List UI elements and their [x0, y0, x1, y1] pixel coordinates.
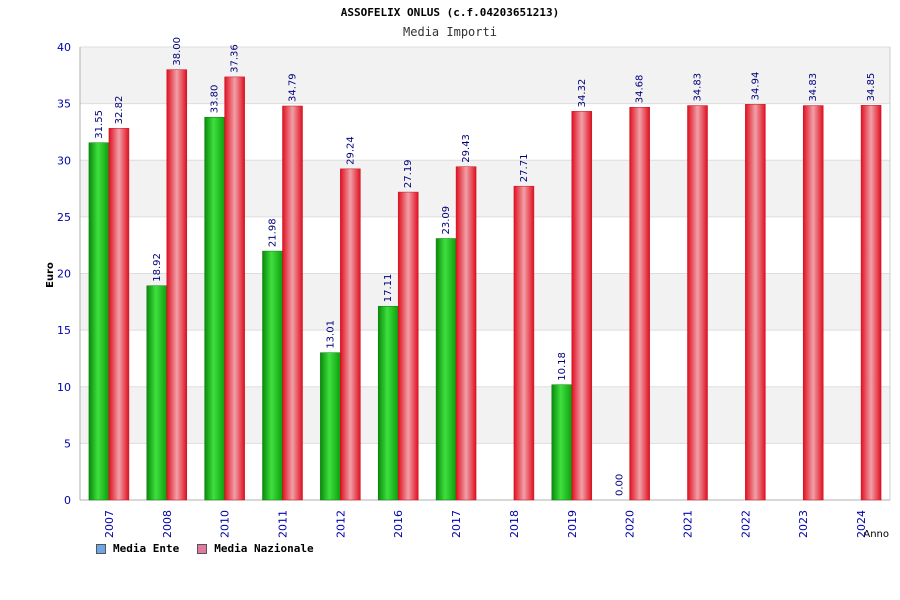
y-tick-label: 0 — [64, 494, 71, 507]
data-label: 32.82 — [114, 96, 125, 125]
x-tick-label: 2011 — [277, 510, 290, 538]
legend-item-ente: Media Ente — [96, 542, 179, 555]
bar-media-nazionale — [282, 105, 303, 501]
grid-band — [80, 386, 890, 444]
bar-media-nazionale — [745, 104, 766, 501]
bar-media-ente — [551, 384, 573, 501]
y-tick-label: 25 — [57, 211, 71, 224]
x-tick-label: 2007 — [103, 510, 116, 538]
data-label: 34.85 — [866, 73, 877, 102]
data-label: 0.00 — [615, 474, 626, 496]
chart-title: ASSOFELIX ONLUS (c.f.04203651213) — [340, 6, 560, 19]
bar-media-nazionale — [687, 105, 708, 501]
x-tick-label: 2012 — [334, 510, 347, 538]
bar-media-nazionale — [860, 105, 882, 501]
x-tick-label: 2017 — [450, 510, 463, 538]
data-label: 33.80 — [210, 85, 221, 114]
data-label: 13.01 — [325, 320, 336, 349]
bar-media-nazionale — [802, 105, 824, 501]
bar-media-ente — [320, 352, 341, 501]
data-label: 21.98 — [268, 218, 279, 247]
data-label: 31.55 — [94, 110, 105, 139]
grid-band — [80, 160, 890, 217]
data-label: 34.32 — [577, 79, 588, 108]
data-label: 10.18 — [557, 352, 568, 381]
x-tick-label: 2019 — [566, 510, 579, 538]
y-tick-label: 20 — [57, 268, 71, 281]
bar-media-nazionale — [397, 191, 419, 501]
bar-media-nazionale — [513, 185, 535, 501]
legend: Media Ente Media Nazionale — [96, 542, 332, 555]
data-label: 29.43 — [461, 134, 472, 163]
data-label: 29.24 — [345, 136, 356, 165]
data-label: 17.11 — [383, 274, 394, 303]
y-tick-label: 10 — [57, 381, 71, 394]
bar-media-nazionale — [455, 166, 477, 501]
y-tick-label: 5 — [64, 437, 71, 450]
bar-media-nazionale — [108, 128, 130, 501]
bar-media-ente — [88, 142, 110, 501]
data-label: 37.36 — [230, 44, 241, 73]
x-tick-label: 2022 — [739, 510, 752, 538]
x-tick-label: 2023 — [797, 510, 810, 538]
data-label: 34.79 — [288, 73, 299, 102]
data-label: 18.92 — [152, 253, 163, 282]
x-tick-label: 2010 — [219, 510, 232, 538]
y-tick-label: 15 — [57, 324, 71, 337]
legend-item-nazionale: Media Nazionale — [197, 542, 314, 555]
data-label: 34.94 — [750, 72, 761, 101]
x-tick-label: 2024 — [855, 510, 868, 538]
data-label: 34.83 — [808, 73, 819, 102]
x-axis-label: Anno — [863, 529, 889, 540]
bar-media-ente — [435, 238, 457, 501]
bar-media-nazionale — [224, 76, 245, 501]
legend-label-ente: Media Ente — [113, 542, 180, 555]
bar-media-ente — [146, 285, 168, 501]
bar-media-nazionale — [340, 168, 361, 501]
legend-swatch-nazionale — [197, 543, 208, 554]
y-tick-label: 35 — [57, 98, 71, 111]
data-label: 27.19 — [403, 159, 414, 188]
bar-media-ente — [262, 250, 283, 501]
plot-area: 0 5 10 15 20 25 30 35 40 Euro Anno 31.55 32.82 2007 18… — [45, 37, 891, 540]
y-axis-label: Euro — [45, 262, 56, 288]
legend-label-nazionale: Media Nazionale — [214, 542, 314, 555]
x-tick-label: 2020 — [624, 510, 637, 538]
legend-swatch-ente — [96, 543, 106, 554]
x-tick-label: 2008 — [161, 510, 174, 538]
data-label: 38.00 — [172, 37, 183, 66]
y-tick-label: 40 — [57, 41, 71, 54]
bar-media-nazionale — [629, 106, 650, 501]
data-label: 23.09 — [441, 206, 452, 235]
grid-band — [80, 273, 890, 331]
bar-media-nazionale — [571, 111, 593, 501]
data-label: 34.83 — [693, 73, 704, 102]
x-tick-label: 2016 — [392, 510, 405, 538]
chart-subtitle: Media Importi — [403, 25, 497, 39]
bar-media-nazionale — [166, 69, 188, 501]
x-tick-label: 2021 — [682, 510, 695, 538]
grid-band — [80, 47, 890, 104]
x-tick-label: 2018 — [508, 510, 521, 538]
bar-media-ente — [204, 116, 225, 501]
y-tick-label: 30 — [57, 154, 71, 167]
data-label: 34.68 — [635, 75, 646, 104]
bar-media-ente — [377, 305, 399, 501]
data-label: 27.71 — [519, 154, 530, 183]
